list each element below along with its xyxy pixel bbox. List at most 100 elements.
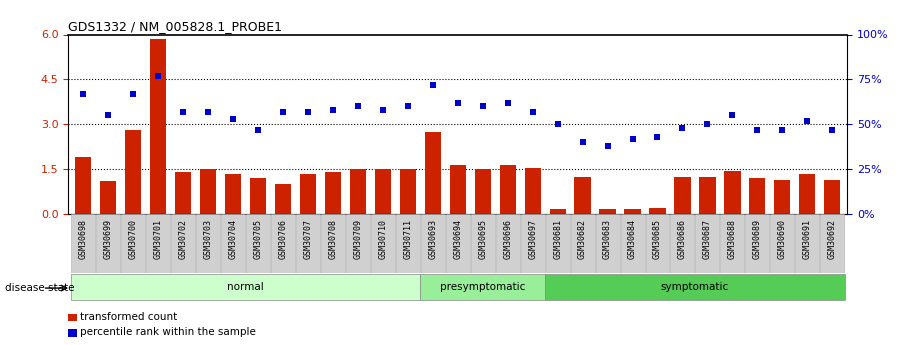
Bar: [71, 214, 96, 273]
Text: GSM30698: GSM30698: [79, 219, 87, 259]
Bar: [525, 168, 541, 214]
Point: [526, 109, 540, 115]
Bar: [271, 214, 295, 273]
Bar: [325, 172, 341, 214]
Bar: [371, 214, 394, 273]
Bar: [599, 209, 616, 214]
Text: GSM30696: GSM30696: [503, 219, 512, 259]
Bar: [421, 214, 445, 273]
Text: GSM30684: GSM30684: [628, 219, 637, 259]
Point: [176, 109, 190, 115]
Point: [701, 121, 715, 127]
Text: GSM30711: GSM30711: [404, 219, 413, 259]
Bar: [646, 214, 670, 273]
Bar: [200, 169, 216, 214]
Text: GSM30683: GSM30683: [603, 219, 612, 259]
Bar: [496, 214, 519, 273]
Bar: [721, 214, 744, 273]
Text: disease state: disease state: [5, 283, 74, 293]
Bar: [700, 177, 715, 214]
Text: GSM30707: GSM30707: [303, 219, 312, 259]
Point: [351, 104, 365, 109]
Bar: [171, 214, 195, 273]
Bar: [321, 214, 345, 273]
Bar: [445, 214, 470, 273]
Point: [301, 109, 315, 115]
Point: [375, 107, 390, 112]
Bar: [824, 179, 840, 214]
Text: GSM30681: GSM30681: [553, 219, 562, 259]
Text: GSM30682: GSM30682: [578, 219, 587, 259]
Text: GSM30689: GSM30689: [752, 219, 762, 259]
Text: symptomatic: symptomatic: [660, 282, 729, 292]
Point: [825, 127, 840, 132]
Bar: [749, 178, 765, 214]
Text: GSM30685: GSM30685: [653, 219, 662, 259]
Bar: [820, 214, 844, 273]
Bar: [724, 170, 741, 214]
Point: [550, 121, 565, 127]
Bar: [695, 214, 720, 273]
Text: GSM30688: GSM30688: [728, 219, 737, 259]
Bar: [250, 178, 266, 214]
Bar: [121, 214, 145, 273]
Bar: [300, 174, 316, 214]
Text: GSM30693: GSM30693: [428, 219, 437, 259]
Point: [251, 127, 265, 132]
Bar: [125, 130, 141, 214]
Text: GSM30695: GSM30695: [478, 219, 487, 259]
Point: [725, 112, 740, 118]
Point: [101, 112, 116, 118]
Text: GSM30687: GSM30687: [703, 219, 711, 259]
Bar: [146, 214, 170, 273]
Point: [76, 91, 90, 97]
Bar: [670, 214, 694, 273]
Bar: [549, 209, 566, 214]
Bar: [68, 314, 77, 322]
Text: GSM30691: GSM30691: [803, 219, 812, 259]
Point: [600, 143, 615, 148]
Text: GSM30702: GSM30702: [179, 219, 188, 259]
Point: [401, 104, 415, 109]
Point: [476, 104, 490, 109]
Text: GSM30700: GSM30700: [128, 219, 138, 259]
Bar: [296, 214, 320, 273]
Bar: [545, 274, 844, 300]
Bar: [275, 184, 292, 214]
Text: GSM30699: GSM30699: [104, 219, 113, 259]
Bar: [76, 157, 91, 214]
Bar: [596, 214, 619, 273]
Point: [325, 107, 340, 112]
Bar: [799, 174, 815, 214]
Bar: [221, 214, 245, 273]
Bar: [475, 169, 491, 214]
Point: [675, 125, 690, 130]
Point: [425, 82, 440, 88]
Bar: [350, 169, 366, 214]
Bar: [620, 214, 644, 273]
Text: GSM30709: GSM30709: [353, 219, 363, 259]
Bar: [196, 214, 220, 273]
Bar: [521, 214, 545, 273]
Bar: [225, 174, 241, 214]
Bar: [400, 169, 416, 214]
Point: [625, 136, 640, 141]
Bar: [425, 132, 441, 214]
Text: GSM30690: GSM30690: [778, 219, 787, 259]
Text: GSM30686: GSM30686: [678, 219, 687, 259]
Bar: [650, 208, 666, 214]
Point: [151, 73, 166, 79]
Text: GSM30705: GSM30705: [253, 219, 262, 259]
Bar: [570, 214, 595, 273]
Bar: [175, 172, 191, 214]
Bar: [396, 214, 420, 273]
Text: GSM30706: GSM30706: [279, 219, 288, 259]
Point: [276, 109, 291, 115]
Point: [650, 134, 665, 139]
Text: GSM30703: GSM30703: [204, 219, 212, 259]
Point: [200, 109, 215, 115]
Text: GSM30710: GSM30710: [378, 219, 387, 259]
Bar: [575, 177, 590, 214]
Bar: [674, 177, 691, 214]
Text: GSM30697: GSM30697: [528, 219, 537, 259]
